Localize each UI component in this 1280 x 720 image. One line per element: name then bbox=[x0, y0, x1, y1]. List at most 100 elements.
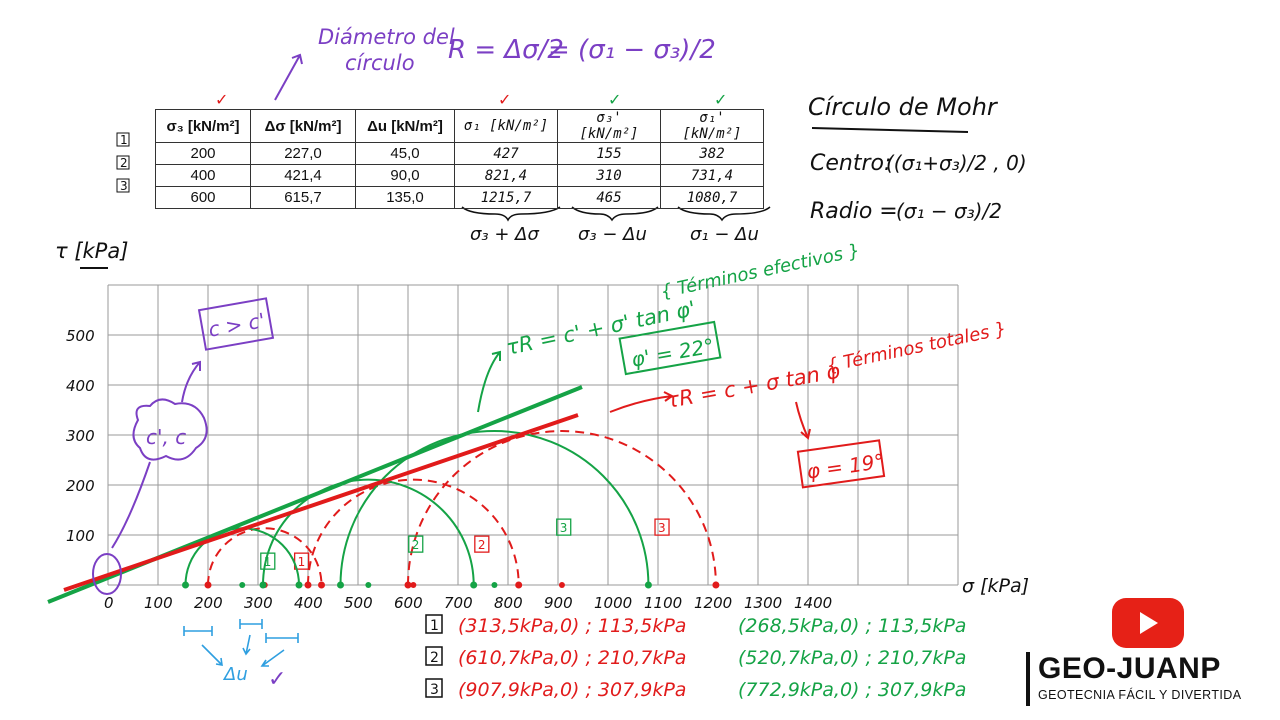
effective-sigma1-point-2 bbox=[470, 581, 478, 589]
brace-2 bbox=[571, 206, 659, 222]
cell: 615,7 bbox=[250, 186, 356, 209]
table-row: 200 227,0 45,0 427 155 382 bbox=[155, 142, 764, 165]
cell: 600 bbox=[155, 186, 251, 209]
brace-label-3: σ₁ − Δu bbox=[690, 224, 759, 245]
cell: 200 bbox=[155, 142, 251, 165]
effective-circle-marker: 3 bbox=[560, 521, 568, 535]
total-circle-marker: 3 bbox=[658, 521, 666, 535]
result-effective: (520,7kPa,0) ; 210,7kPa bbox=[738, 647, 966, 669]
effective-center-point-3 bbox=[491, 582, 498, 588]
effective-circle-marker-box bbox=[556, 518, 572, 536]
result-marker: 3 bbox=[430, 682, 439, 698]
check-mark-green-1: ✓ bbox=[608, 90, 621, 109]
cell: 400 bbox=[155, 164, 251, 187]
total-circle-marker: 2 bbox=[478, 538, 486, 552]
effective-circle-2 bbox=[262, 478, 475, 586]
delta-u-sketch bbox=[183, 619, 299, 667]
total-circle-marker-box bbox=[474, 535, 490, 553]
x-tick-label: 500 bbox=[344, 594, 373, 612]
header-sigma1-eff: σ₁' [kN/m²] bbox=[660, 109, 764, 143]
result-marker-box bbox=[425, 678, 443, 698]
radius-formula: (σ₁ − σ₃)/2 bbox=[896, 199, 1002, 223]
effective-circle-3 bbox=[339, 430, 650, 586]
results-block: 1 (313,5kPa,0) ; 113,5kPa (268,5kPa,0) ; 1… bbox=[425, 614, 966, 701]
row-marker-2: 2 bbox=[120, 156, 128, 170]
chart-grid bbox=[107, 284, 959, 586]
total-circle-2 bbox=[307, 478, 520, 586]
check-mark-green-2: ✓ bbox=[714, 90, 727, 109]
result-effective: (772,9kPa,0) ; 307,9kPa bbox=[738, 679, 966, 701]
table-header-row: σ₃ [kN/m²] Δσ [kN/m²] Δu [kN/m²] σ₁ [kN/… bbox=[155, 109, 764, 143]
total-stress-circles: 1 2 3 bbox=[204, 430, 720, 589]
effective-center-point-2 bbox=[365, 582, 372, 588]
total-sigma3-point-2 bbox=[304, 581, 312, 589]
x-tick-label: 100 bbox=[144, 594, 173, 612]
diameter-label-line1: Diámetro del bbox=[318, 25, 455, 49]
cell: 427 bbox=[454, 142, 558, 165]
cell: 1080,7 bbox=[660, 186, 764, 209]
cell: 382 bbox=[660, 142, 764, 165]
header-delta-sigma: Δσ [kN/m²] bbox=[250, 109, 356, 143]
result-total: (610,7kPa,0) ; 210,7kPa bbox=[458, 647, 686, 669]
cell: 731,4 bbox=[660, 164, 764, 187]
x-tick-label: 1200 bbox=[694, 594, 732, 612]
table-row: 400 421,4 90,0 821,4 310 731,4 bbox=[155, 164, 764, 187]
check-mark-delta-u: ✓ bbox=[268, 667, 286, 692]
y-tick-label: 200 bbox=[66, 477, 95, 495]
effective-sigma3-point-1 bbox=[182, 581, 189, 589]
row-marker-1: 1 bbox=[120, 133, 128, 147]
total-center-point-3 bbox=[558, 582, 565, 588]
cohesion-cloud bbox=[132, 398, 208, 461]
cell: 227,0 bbox=[250, 142, 356, 165]
x-tick-label: 800 bbox=[494, 594, 523, 612]
table-row: 600 615,7 135,0 1215,7 465 1080,7 bbox=[155, 186, 764, 209]
brace-label-2: σ₃ − Δu bbox=[578, 224, 647, 245]
youtube-play-button[interactable] bbox=[1112, 598, 1184, 648]
intercept-circle bbox=[92, 553, 122, 595]
diameter-label-line2: círculo bbox=[345, 51, 415, 75]
table-row-markers: 1 2 3 bbox=[116, 132, 130, 193]
center-label: Centro: bbox=[810, 151, 891, 176]
cell: 465 bbox=[557, 186, 661, 209]
play-icon bbox=[1140, 612, 1158, 634]
radius-label: Radio = bbox=[810, 199, 898, 224]
brand-name: GEO-JUANP bbox=[1038, 652, 1221, 685]
total-sigma3-point-3 bbox=[404, 581, 412, 589]
channel-logo: GEO-JUANP GEOTECNIA FÁCIL Y DIVERTIDA bbox=[1026, 598, 1280, 708]
x-tick-label: 700 bbox=[444, 594, 473, 612]
y-tick-labels: 100 200 300 400 500 bbox=[66, 327, 95, 545]
mohr-title-underline bbox=[811, 127, 969, 133]
cohesion-compare-box bbox=[197, 297, 275, 351]
header-sigma1: σ₁ [kN/m²] bbox=[454, 109, 558, 143]
total-sigma3-point-1 bbox=[204, 581, 212, 589]
x-tick-label: 400 bbox=[294, 594, 323, 612]
logo-divider bbox=[1026, 652, 1030, 706]
y-tick-label: 100 bbox=[66, 527, 95, 545]
diameter-formula-right: = (σ₁ − σ₃)/2 bbox=[548, 35, 716, 65]
diameter-formula-left: R = Δσ/2 bbox=[448, 35, 564, 65]
brace-1 bbox=[461, 206, 561, 222]
effective-envelope-arrow bbox=[477, 350, 501, 413]
effective-sigma1-point-3 bbox=[644, 581, 652, 589]
cohesion-arrow-down bbox=[111, 461, 151, 549]
cell: 45,0 bbox=[355, 142, 455, 165]
cell: 310 bbox=[557, 164, 661, 187]
x-tick-label: 1000 bbox=[594, 594, 632, 612]
x-tick-label: 200 bbox=[194, 594, 223, 612]
y-axis-label: τ [kPa] bbox=[55, 239, 128, 263]
result-marker-box bbox=[425, 614, 443, 634]
effective-angle-box bbox=[618, 320, 722, 376]
total-circle-marker-box bbox=[654, 518, 670, 536]
x-tick-label: 300 bbox=[244, 594, 273, 612]
total-terms-label: { Términos totales } bbox=[825, 318, 1009, 377]
effective-circle-marker-box bbox=[408, 535, 424, 553]
total-sigma1-point-2 bbox=[515, 581, 523, 589]
center-formula: ((σ₁+σ₃)/2 , 0) bbox=[886, 151, 1027, 175]
cell: 155 bbox=[557, 142, 661, 165]
total-center-point-2 bbox=[410, 582, 417, 588]
y-tick-label: 300 bbox=[66, 427, 95, 445]
cell: 135,0 bbox=[355, 186, 455, 209]
x-axis-label: σ [kPa] bbox=[962, 575, 1029, 597]
y-tick-label: 500 bbox=[66, 327, 95, 345]
